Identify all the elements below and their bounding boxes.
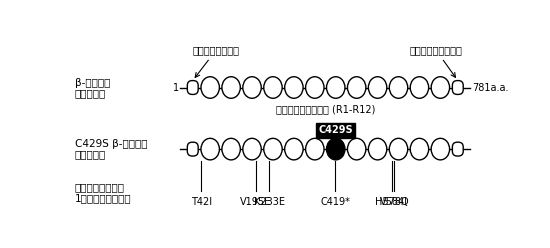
Ellipse shape bbox=[327, 138, 345, 160]
Text: その他見つかった: その他見つかった bbox=[75, 183, 125, 193]
Ellipse shape bbox=[222, 77, 240, 98]
Ellipse shape bbox=[348, 77, 366, 98]
Text: V195E: V195E bbox=[240, 197, 272, 207]
Ellipse shape bbox=[201, 138, 219, 160]
Text: T42I: T42I bbox=[191, 197, 212, 207]
Text: C429S: C429S bbox=[318, 125, 353, 135]
Text: 転写活性化ドメイン: 転写活性化ドメイン bbox=[410, 45, 463, 77]
Ellipse shape bbox=[243, 77, 261, 98]
Text: V584I: V584I bbox=[380, 197, 408, 207]
Text: リン酸化ドメイン: リン酸化ドメイン bbox=[192, 45, 239, 77]
Text: C429S β-カテニン: C429S β-カテニン bbox=[75, 139, 147, 150]
Text: C419*: C419* bbox=[321, 197, 350, 207]
Ellipse shape bbox=[410, 138, 428, 160]
Text: タンパク質: タンパク質 bbox=[75, 88, 106, 98]
Ellipse shape bbox=[222, 138, 240, 160]
Text: β-カテニン: β-カテニン bbox=[75, 78, 111, 88]
Ellipse shape bbox=[368, 77, 387, 98]
Ellipse shape bbox=[306, 138, 324, 160]
FancyBboxPatch shape bbox=[452, 142, 463, 156]
Ellipse shape bbox=[389, 138, 408, 160]
Ellipse shape bbox=[431, 77, 449, 98]
Text: アルマジロリピート (R1-R12): アルマジロリピート (R1-R12) bbox=[276, 104, 375, 114]
Text: K233E: K233E bbox=[254, 197, 285, 207]
Ellipse shape bbox=[389, 77, 408, 98]
Ellipse shape bbox=[243, 138, 261, 160]
Text: 1: 1 bbox=[173, 83, 179, 93]
FancyBboxPatch shape bbox=[452, 81, 463, 94]
Ellipse shape bbox=[264, 138, 282, 160]
Text: 1アミノ酸置換変異: 1アミノ酸置換変異 bbox=[75, 193, 131, 203]
Ellipse shape bbox=[285, 138, 303, 160]
Ellipse shape bbox=[201, 77, 219, 98]
FancyBboxPatch shape bbox=[188, 142, 198, 156]
Ellipse shape bbox=[327, 77, 345, 98]
Text: 781a.a.: 781a.a. bbox=[472, 83, 508, 93]
Ellipse shape bbox=[368, 138, 387, 160]
Ellipse shape bbox=[348, 138, 366, 160]
Ellipse shape bbox=[264, 77, 282, 98]
Ellipse shape bbox=[431, 138, 449, 160]
Ellipse shape bbox=[410, 77, 428, 98]
Ellipse shape bbox=[285, 77, 303, 98]
FancyBboxPatch shape bbox=[188, 81, 198, 94]
Text: タンパク質: タンパク質 bbox=[75, 150, 106, 159]
Text: H578Q: H578Q bbox=[375, 197, 409, 207]
Ellipse shape bbox=[306, 77, 324, 98]
